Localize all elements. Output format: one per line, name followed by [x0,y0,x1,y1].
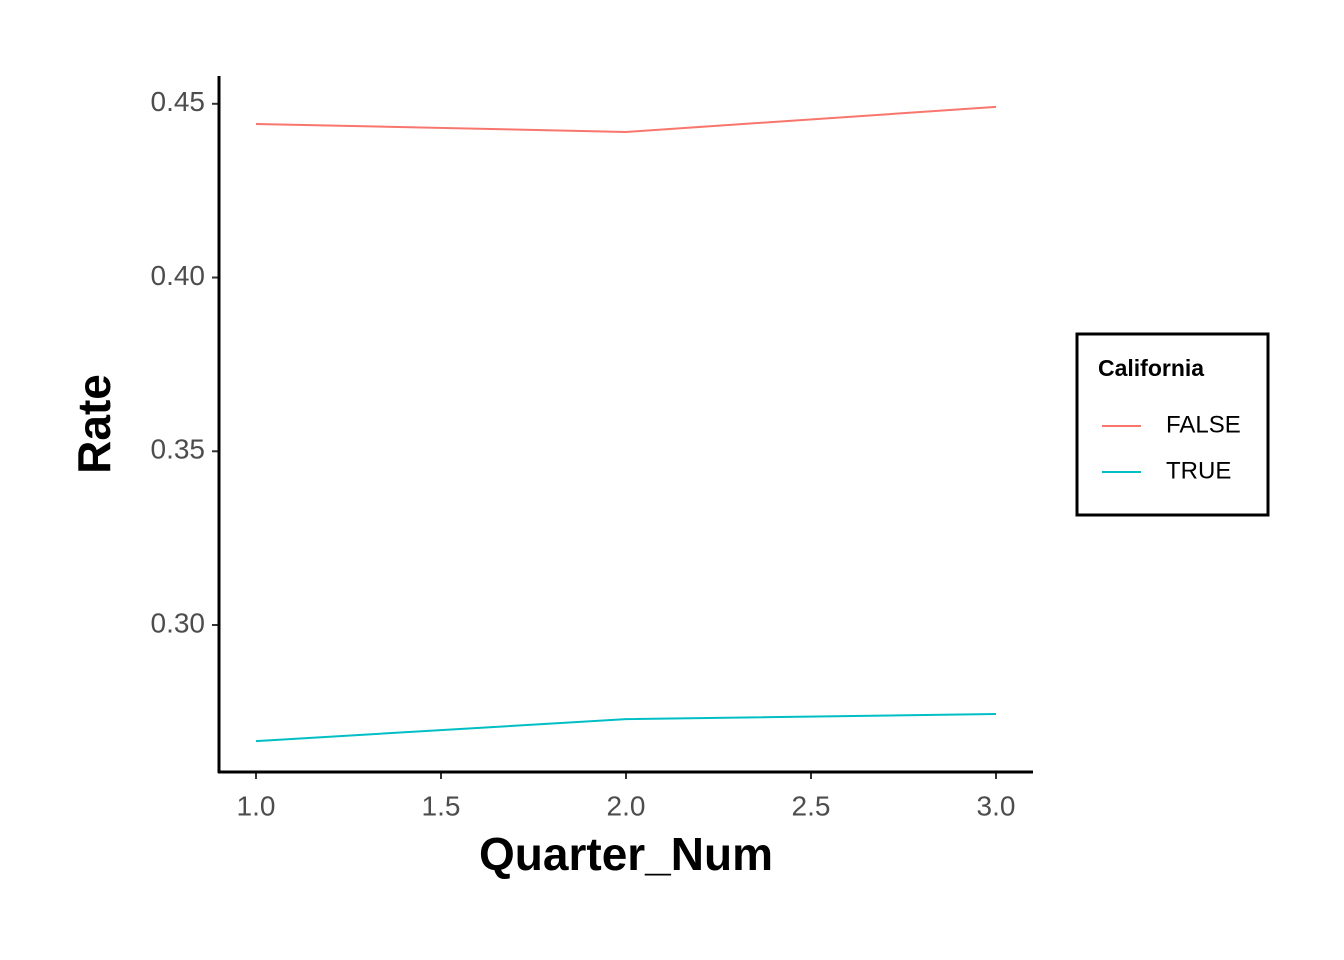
legend-label: FALSE [1166,411,1241,438]
series-line [255,712,997,743]
y-tick-label: 0.45 [151,86,206,117]
y-tick-label: 0.35 [151,434,206,465]
x-tick-label: 2.0 [607,790,646,821]
x-tick-label: 1.5 [422,790,461,821]
y-axis-title: Rate [68,374,120,474]
x-tick-label: 1.0 [237,790,276,821]
legend-box [1075,332,1270,517]
x-tick-label: 3.0 [977,790,1016,821]
y-tick-label: 0.30 [151,607,206,638]
x-axis-title: Quarter_Num [479,828,773,880]
x-tick-label: 2.5 [792,790,831,821]
legend-title: California [1098,355,1204,381]
y-tick-label: 0.40 [151,260,206,291]
legend-label: TRUE [1166,457,1231,484]
series-line [255,105,997,133]
